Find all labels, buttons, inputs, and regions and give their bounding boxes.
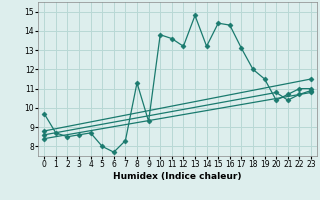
X-axis label: Humidex (Indice chaleur): Humidex (Indice chaleur) [113,172,242,181]
